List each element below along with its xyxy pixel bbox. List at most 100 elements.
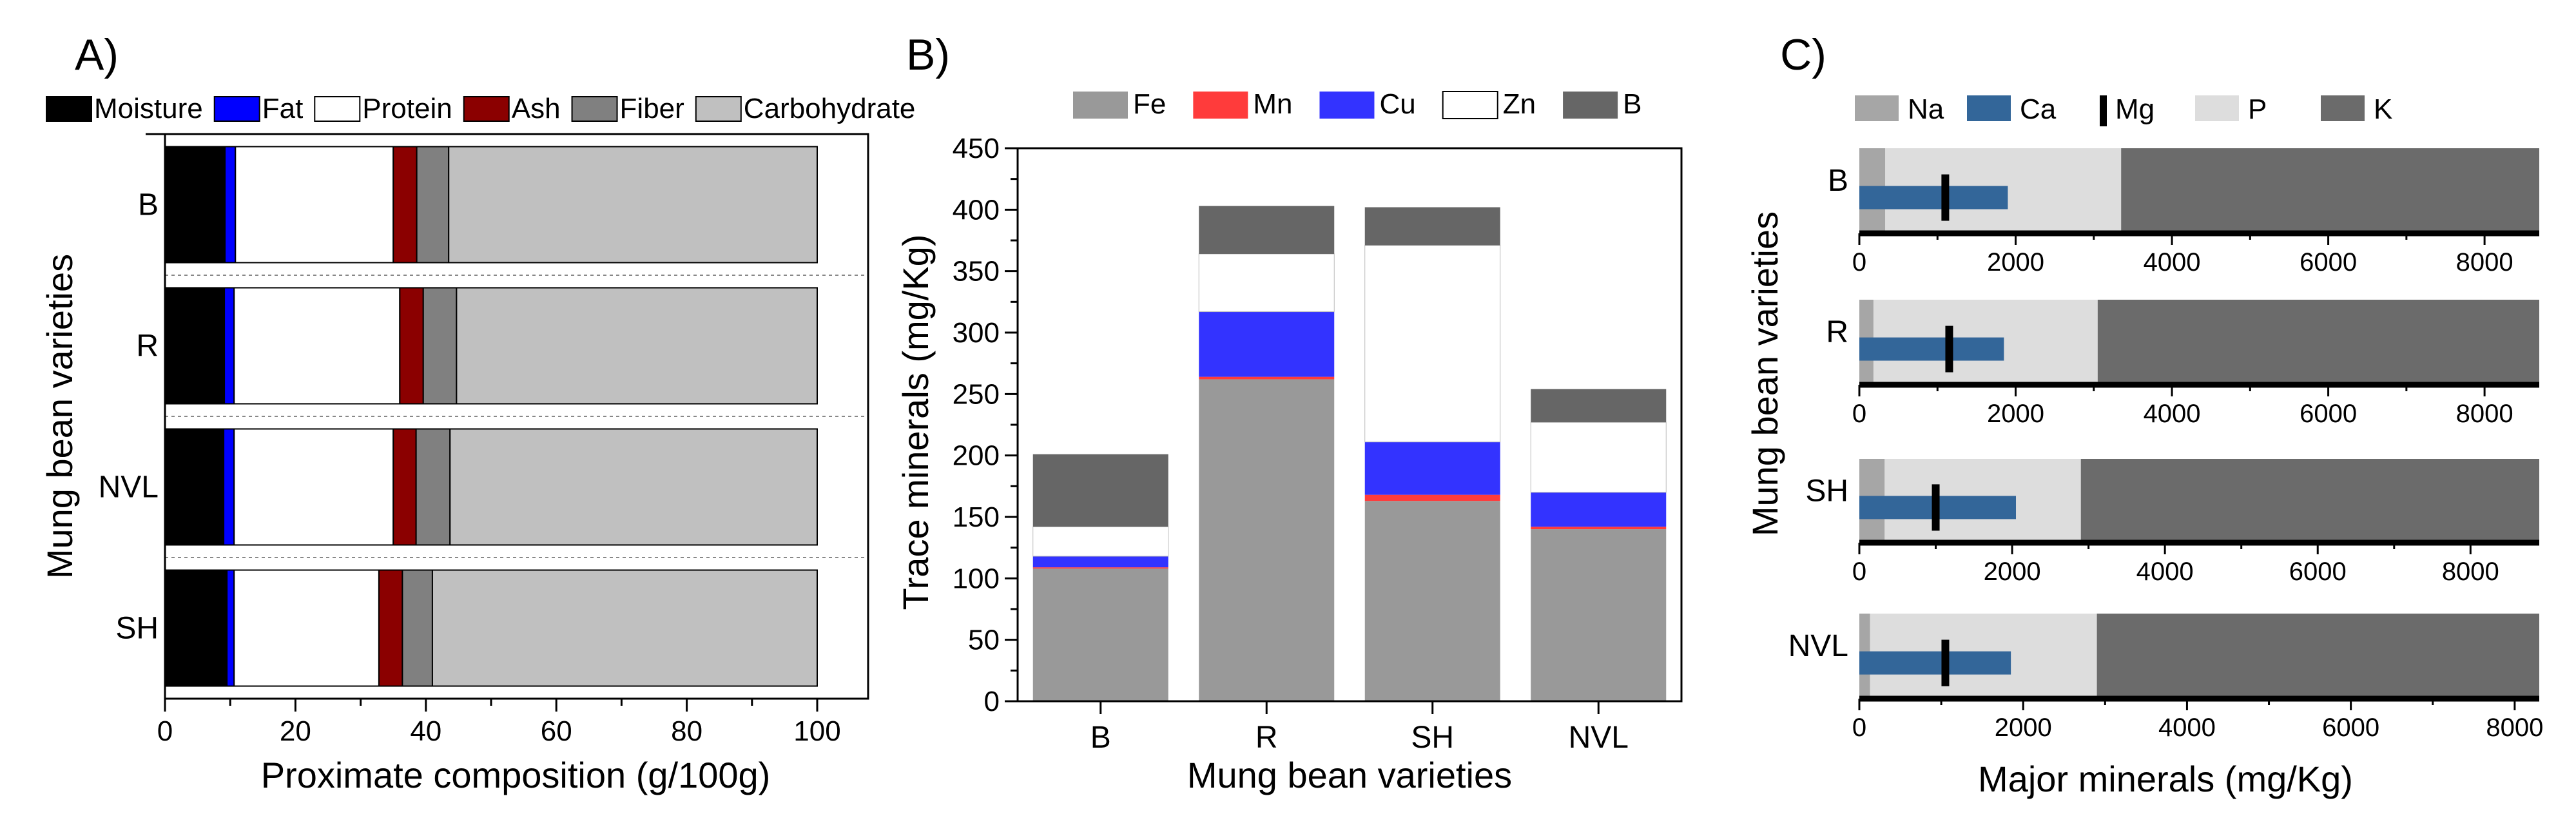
x-tick-label-c: 6000 <box>2322 713 2379 742</box>
bar-a-r-protein <box>233 287 401 405</box>
x-tick-label-c: 8000 <box>2456 248 2513 277</box>
x-axis-label-c: Major minerals (mg/Kg) <box>1978 759 2353 799</box>
bar-a-b-ash <box>392 146 418 264</box>
bar-b-b-zn <box>1032 526 1169 557</box>
x-tick-label-c: 6000 <box>2289 558 2347 586</box>
bar-a-b-protein <box>235 146 394 264</box>
bar-b-sh-zn <box>1364 245 1501 443</box>
bar-b-r-cu <box>1199 311 1335 377</box>
bar-b-nvl-zn <box>1530 422 1667 493</box>
bar-c-b-ca <box>1859 186 2008 209</box>
legend-swatch-cu <box>1319 92 1375 119</box>
marker-c-nvl-mg <box>1941 639 1950 686</box>
legend-swatch-zn <box>1442 91 1498 119</box>
bar-a-r-moisture <box>164 287 226 405</box>
bar-b-sh-b <box>1364 207 1500 246</box>
bar-b-nvl-cu <box>1531 492 1667 527</box>
bar-a-nvl-carbohydrate <box>449 428 818 546</box>
x-tick-label-c: 4000 <box>2158 713 2216 742</box>
legend-label-cu: Cu <box>1379 88 1415 120</box>
y-axis-label-c: Mung bean varieties <box>1745 211 1785 536</box>
x-tick-label-a: 0 <box>157 715 173 747</box>
legend-label-na: Na <box>1908 93 1944 125</box>
legend-label-fat: Fat <box>262 93 304 124</box>
x-tick-label-c: 0 <box>1852 248 1866 277</box>
bar-a-nvl-fat <box>223 428 235 546</box>
panel-b: B) Fe Mn Cu Zn B B R SH NVL 0 50 100 150 200 250 300 350 4… <box>895 30 1683 795</box>
legend-label-mn: Mn <box>1253 88 1292 120</box>
y-tick-label-c-r: R <box>1826 315 1848 349</box>
legend-label-ash: Ash <box>512 93 561 124</box>
y-axis-label-a: Mung bean varieties <box>39 254 80 579</box>
x-tick-label-b-r: R <box>1255 721 1278 755</box>
marker-c-r-mg <box>1945 325 1953 373</box>
x-tick-label-c: 0 <box>1852 400 1866 428</box>
legend-label-p: P <box>2248 93 2267 125</box>
bar-a-b-carbohydrate <box>448 146 818 264</box>
bar-b-sh-fe <box>1364 501 1500 701</box>
x-tick-label-c: 2000 <box>1984 558 2041 586</box>
bar-a-nvl-fiber <box>415 428 451 546</box>
x-tick-label-a: 20 <box>280 715 311 747</box>
x-tick-label-c: 0 <box>1852 558 1866 586</box>
legend-swatch-carbohydrate <box>695 96 742 122</box>
y-tick-label-c-nvl: NVL <box>1788 629 1848 663</box>
bar-b-b-cu <box>1032 556 1168 568</box>
legend-label-b: B <box>1623 88 1641 120</box>
bar-b-r-b <box>1199 206 1335 254</box>
bar-b-r-mn <box>1199 376 1335 380</box>
y-tick-label-b: 400 <box>953 194 1000 226</box>
x-tick-label-c: 4000 <box>2136 558 2194 586</box>
legend-swatch-ash <box>463 96 510 122</box>
x-tick-label-c: 6000 <box>2300 400 2357 428</box>
legend-label-protein: Protein <box>362 93 452 124</box>
y-axis-label-b: Trace minerals (mg/Kg) <box>895 235 936 610</box>
bar-a-nvl-ash <box>392 428 417 546</box>
y-tick-label-b: 150 <box>953 501 1000 533</box>
x-tick-label-c: 4000 <box>2144 248 2201 277</box>
y-tick-label-b: 450 <box>953 133 1000 164</box>
legend-label-fiber: Fiber <box>620 93 684 124</box>
y-tick-label-a-b: B <box>138 188 159 222</box>
legend-swatch-k <box>2321 95 2365 121</box>
y-tick-label-b: 200 <box>953 440 1000 472</box>
bar-b-nvl-mn <box>1531 527 1667 530</box>
y-tick-label-a-sh: SH <box>115 612 159 646</box>
bar-c-r-ca <box>1859 337 2004 361</box>
x-axis-label-a: Proximate composition (g/100g) <box>261 755 771 795</box>
y-tick-label-b: 300 <box>953 317 1000 349</box>
x-tick-label-b-nvl: NVL <box>1569 721 1629 755</box>
legend-label-k: K <box>2374 93 2392 125</box>
legend-swatch-protein <box>314 96 361 122</box>
y-tick-label-b: 50 <box>968 625 1000 656</box>
bar-a-sh-carbohydrate <box>431 569 818 687</box>
x-tick-label-b-b: B <box>1090 721 1111 755</box>
legend-swatch-fat <box>213 96 260 122</box>
bar-a-b-fiber <box>416 146 450 264</box>
panel-label-b: B) <box>906 30 950 79</box>
x-tick-label-a: 40 <box>410 715 441 747</box>
bar-a-b-moisture <box>164 146 226 264</box>
y-tick-label-a-r: R <box>136 329 159 364</box>
bar-b-r-fe <box>1199 379 1335 701</box>
bar-b-b-mn <box>1032 567 1168 569</box>
y-tick-label-b: 350 <box>953 256 1000 287</box>
legend-swatch-na <box>1855 95 1899 121</box>
legend-swatch-p <box>2195 95 2239 121</box>
plot-frame-a <box>164 133 869 700</box>
legend-swatch-moisture <box>46 96 92 122</box>
legend-swatch-mg <box>2100 95 2107 126</box>
x-tick-label-c: 8000 <box>2442 558 2499 586</box>
bar-b-r-zn <box>1198 253 1335 313</box>
x-tick-label-a: 100 <box>793 715 840 747</box>
y-tick-label-b: 250 <box>953 378 1000 410</box>
bar-a-r-carbohydrate <box>456 287 818 405</box>
legend-label-fe: Fe <box>1133 88 1166 120</box>
legend-label-zn: Zn <box>1503 88 1536 120</box>
bar-b-b-fe <box>1032 568 1168 701</box>
bar-a-nvl-moisture <box>164 428 225 546</box>
x-tick-label-a: 80 <box>671 715 702 747</box>
panel-a: A) Moisture Fat Protein Ash Fiber Carbohydrate… <box>39 30 915 795</box>
x-tick-label-c: 4000 <box>2144 400 2201 428</box>
x-tick-label-b-sh: SH <box>1411 721 1454 755</box>
